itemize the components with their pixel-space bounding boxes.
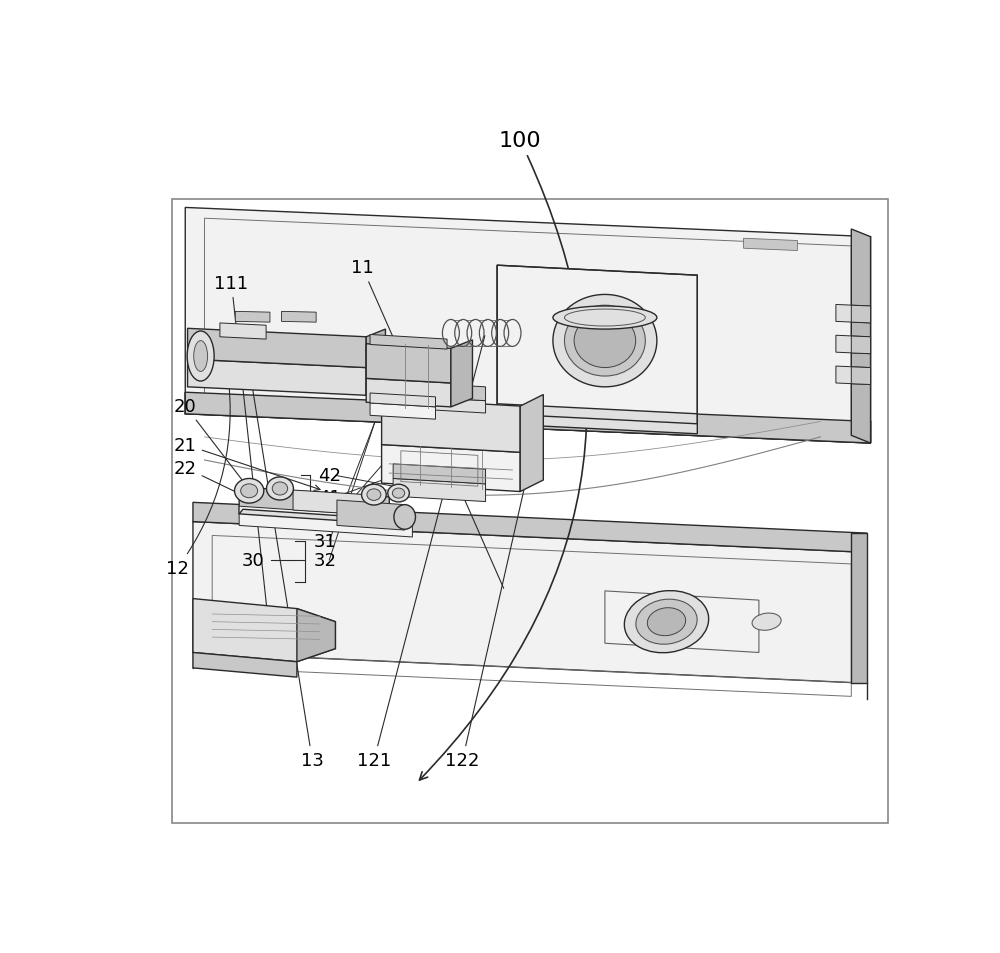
Text: 32: 32 (314, 552, 337, 570)
Polygon shape (185, 208, 871, 443)
Polygon shape (836, 367, 871, 385)
Polygon shape (366, 330, 385, 395)
Polygon shape (370, 403, 436, 419)
Ellipse shape (553, 307, 657, 330)
Polygon shape (393, 464, 486, 484)
Ellipse shape (564, 306, 645, 376)
Text: 100: 100 (419, 132, 587, 781)
Polygon shape (282, 312, 316, 323)
Polygon shape (370, 394, 436, 408)
Text: 20: 20 (174, 397, 261, 504)
Ellipse shape (553, 295, 657, 388)
Ellipse shape (266, 477, 293, 500)
Ellipse shape (574, 314, 636, 368)
Polygon shape (382, 445, 520, 492)
Ellipse shape (388, 485, 409, 502)
Text: 122: 122 (445, 340, 558, 769)
Polygon shape (220, 324, 266, 339)
Text: 13: 13 (243, 333, 324, 769)
Ellipse shape (272, 482, 288, 496)
Ellipse shape (752, 614, 781, 631)
Polygon shape (836, 305, 871, 324)
Polygon shape (188, 359, 366, 395)
Polygon shape (239, 507, 412, 537)
Polygon shape (188, 329, 366, 368)
Ellipse shape (394, 505, 415, 530)
Text: 30: 30 (242, 552, 265, 570)
Ellipse shape (241, 484, 258, 498)
Polygon shape (366, 344, 451, 383)
Polygon shape (193, 522, 867, 683)
Polygon shape (193, 598, 335, 662)
Text: 22: 22 (174, 459, 279, 513)
Polygon shape (193, 653, 297, 678)
Ellipse shape (187, 332, 214, 381)
Polygon shape (520, 395, 543, 492)
Text: 12: 12 (166, 375, 230, 578)
Polygon shape (382, 399, 520, 453)
Ellipse shape (647, 608, 686, 636)
Ellipse shape (624, 591, 709, 653)
Ellipse shape (362, 485, 386, 505)
Text: 121: 121 (357, 336, 485, 769)
Polygon shape (235, 312, 270, 323)
Polygon shape (337, 500, 405, 531)
Text: 40: 40 (245, 489, 268, 506)
Polygon shape (366, 379, 451, 408)
Polygon shape (851, 534, 867, 683)
Text: 21: 21 (174, 436, 320, 491)
Polygon shape (744, 239, 797, 252)
Polygon shape (851, 336, 871, 355)
Text: 41: 41 (318, 489, 341, 506)
Polygon shape (185, 393, 871, 443)
Polygon shape (851, 368, 871, 385)
Ellipse shape (636, 599, 697, 644)
Polygon shape (393, 479, 486, 502)
Ellipse shape (392, 489, 405, 498)
Ellipse shape (235, 479, 264, 503)
Polygon shape (497, 404, 697, 435)
Ellipse shape (194, 341, 208, 372)
Polygon shape (451, 340, 472, 408)
Polygon shape (497, 266, 697, 424)
Ellipse shape (367, 489, 381, 501)
Polygon shape (297, 609, 335, 662)
Polygon shape (293, 491, 366, 516)
Polygon shape (239, 487, 389, 524)
Polygon shape (185, 393, 871, 443)
Text: 11: 11 (351, 259, 504, 589)
Polygon shape (851, 230, 871, 443)
Polygon shape (851, 306, 871, 324)
Bar (172, 200, 888, 822)
Polygon shape (836, 335, 871, 355)
Polygon shape (370, 335, 447, 350)
Text: 42: 42 (318, 467, 341, 485)
Polygon shape (393, 382, 486, 401)
Polygon shape (393, 395, 486, 414)
Text: 31: 31 (314, 533, 337, 550)
Text: 111: 111 (214, 274, 270, 635)
Text: 43: 43 (318, 510, 341, 528)
Polygon shape (193, 503, 867, 553)
Polygon shape (239, 510, 393, 524)
